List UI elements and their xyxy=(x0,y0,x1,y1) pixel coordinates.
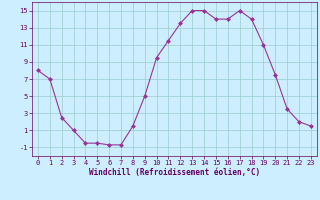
X-axis label: Windchill (Refroidissement éolien,°C): Windchill (Refroidissement éolien,°C) xyxy=(89,168,260,177)
